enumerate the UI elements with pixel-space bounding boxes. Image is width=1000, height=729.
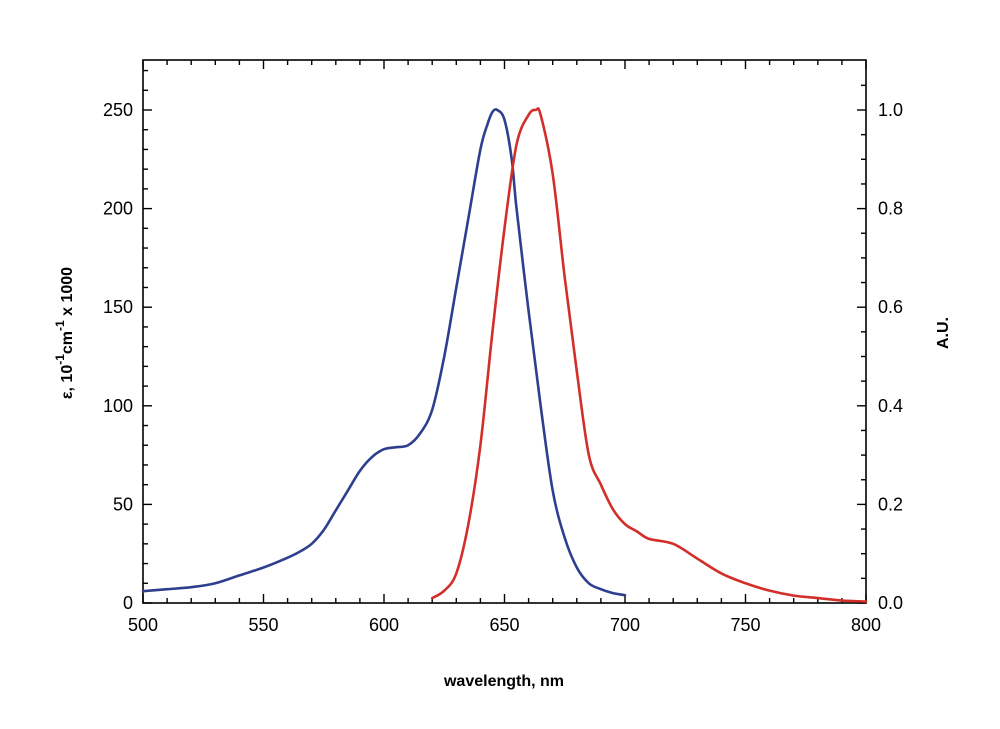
y-left-tick-label: 50 <box>113 494 133 514</box>
left-y-axis-title-mid: cm <box>59 331 76 354</box>
x-tick-label: 550 <box>248 615 278 635</box>
left-y-axis-title-suffix: x 1000 <box>59 267 76 320</box>
y-right-tick-label: 1.0 <box>878 100 903 120</box>
plot-border <box>142 59 867 604</box>
y-right-tick-label: 0.0 <box>878 593 903 613</box>
emission-series-line <box>430 107 868 603</box>
x-axis-title: wavelength, nm <box>443 673 564 690</box>
right-y-axis-ticks: 0.0 0.2 0.4 0.6 0.8 1.0 <box>857 84 903 613</box>
y-left-tick-label: 200 <box>103 199 133 219</box>
y-left-tick-label: 250 <box>103 100 133 120</box>
y-right-tick-label: 0.8 <box>878 199 903 219</box>
x-tick-label: 650 <box>489 615 519 635</box>
absorption-series-line <box>141 108 627 597</box>
y-left-tick-label: 100 <box>103 396 133 416</box>
x-tick-label: 600 <box>369 615 399 635</box>
left-y-axis-ticks: 0 50 100 150 200 250 <box>103 69 152 613</box>
x-axis-ticks: 500 550 600 650 700 750 800 <box>128 60 881 635</box>
x-tick-label: 800 <box>851 615 881 635</box>
y-right-tick-label: 0.2 <box>878 494 903 514</box>
plot-frame <box>142 59 867 604</box>
left-y-axis-title-prefix: ε, 10 <box>59 365 76 399</box>
series-layer <box>141 107 868 603</box>
y-right-tick-label: 0.6 <box>878 297 903 317</box>
left-y-axis-title-sup1: -1 <box>53 354 67 365</box>
left-y-axis-title-sup2: -1 <box>53 320 67 331</box>
y-right-tick-label: 0.4 <box>878 396 903 416</box>
left-y-axis-title: ε, 10-1cm-1 x 1000 <box>53 267 76 399</box>
y-left-tick-label: 0 <box>123 593 133 613</box>
x-tick-label: 750 <box>730 615 760 635</box>
x-tick-label: 500 <box>128 615 158 635</box>
x-tick-label: 700 <box>610 615 640 635</box>
right-y-axis-title: A.U. <box>935 317 952 349</box>
y-left-tick-label: 150 <box>103 297 133 317</box>
